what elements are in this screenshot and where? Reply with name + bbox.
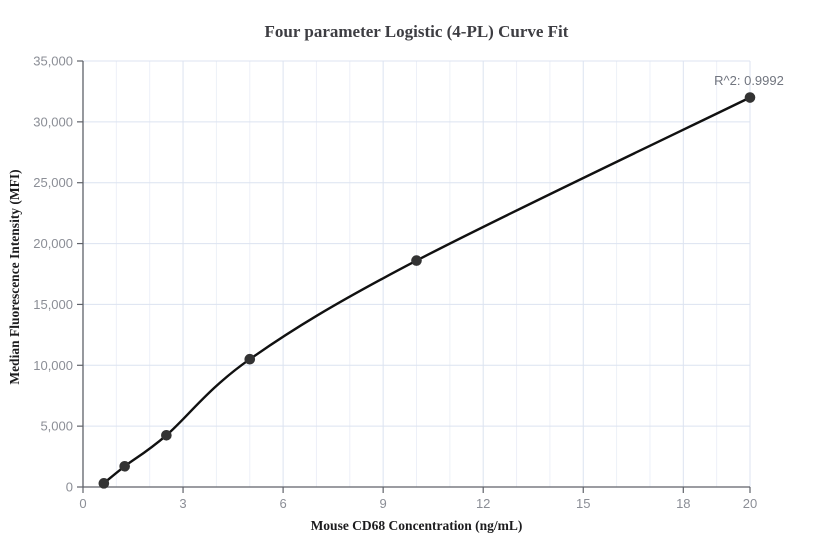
- x-tick-label: 12: [476, 496, 490, 511]
- chart-title: Four parameter Logistic (4-PL) Curve Fit: [264, 22, 569, 41]
- x-axis-title: Mouse CD68 Concentration (ng/mL): [310, 518, 523, 533]
- data-point: [161, 429, 172, 441]
- x-tick-label: 3: [179, 496, 186, 511]
- y-tick-label: 15,000: [33, 297, 73, 312]
- y-tick-label: 5,000: [40, 419, 73, 434]
- y-tick-label: 25,000: [33, 175, 73, 190]
- data-point: [744, 92, 756, 103]
- y-tick-label: 35,000: [33, 54, 73, 69]
- data-points: [98, 92, 756, 489]
- x-tick-label: 15: [576, 496, 590, 511]
- x-tick-label: 20: [743, 496, 757, 511]
- fit-curve: [102, 96, 752, 485]
- data-point: [244, 353, 256, 365]
- y-tick-labels: 0 5,000 10,000 15,000 20,000 25,000 30,000 35,0…: [33, 54, 83, 495]
- x-tick-labels: 0 3 6 9 12 15 18 20: [79, 487, 757, 511]
- r-squared-annotation: R^2: 0.9992: [714, 73, 784, 88]
- y-tick-label: 20,000: [33, 236, 73, 251]
- data-point: [119, 461, 130, 472]
- grid-minor-vertical: [115, 61, 718, 487]
- x-tick-label: 9: [380, 496, 387, 511]
- data-point: [411, 255, 422, 266]
- y-tick-label: 10,000: [33, 358, 73, 373]
- x-tick-label: 18: [676, 496, 690, 511]
- x-tick-label: 0: [79, 496, 86, 511]
- data-point: [98, 478, 110, 489]
- grid-major-horizontal: [83, 60, 750, 427]
- x-tick-label: 6: [279, 496, 286, 511]
- grid-major-vertical: [182, 61, 751, 487]
- y-tick-label: 0: [66, 480, 73, 495]
- y-tick-label: 30,000: [33, 114, 73, 129]
- axes: [82, 61, 750, 488]
